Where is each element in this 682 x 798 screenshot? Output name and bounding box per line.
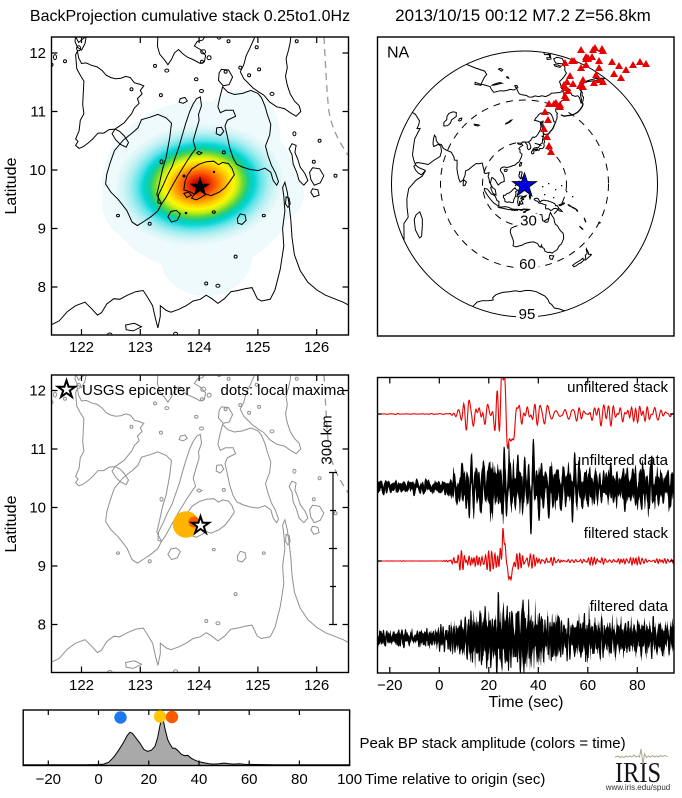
svg-text:122: 122 [69,677,94,694]
svg-text:8: 8 [38,279,46,296]
svg-text:9: 9 [38,221,46,238]
svg-text:300 km: 300 km [319,415,336,464]
svg-text:Time (sec): Time (sec) [489,694,564,711]
svg-text:Time relative to origin (sec): Time relative to origin (sec) [365,771,545,788]
svg-text:126: 126 [304,339,329,356]
svg-text:filtered stack: filtered stack [584,525,669,542]
svg-text:30: 30 [520,213,537,230]
svg-text:80: 80 [291,771,308,788]
svg-text:124: 124 [187,677,212,694]
svg-text:123: 123 [128,677,153,694]
svg-text:60: 60 [519,256,536,273]
svg-text:unfiltered stack: unfiltered stack [567,379,668,396]
svg-text:dots: local maxima: dots: local maxima [221,382,346,399]
svg-text:www.iris.edu/spud: www.iris.edu/spud [605,783,670,792]
svg-text:unfiltered data: unfiltered data [573,452,669,469]
svg-text:40: 40 [530,677,547,694]
svg-text:100: 100 [337,771,362,788]
svg-text:10: 10 [29,162,46,179]
svg-text:122: 122 [69,339,94,356]
svg-text:60: 60 [241,771,258,788]
svg-text:NA: NA [387,45,410,62]
svg-text:20: 20 [140,771,157,788]
svg-text:95: 95 [519,306,536,323]
svg-text:2013/10/15 00:12 M7.2 Z=56.8: 2013/10/15 00:12 M7.2 Z=56.8km [395,6,651,25]
svg-text:0: 0 [435,677,443,694]
svg-text:20: 20 [480,677,497,694]
svg-text:11: 11 [30,104,46,121]
svg-text:10: 10 [29,500,46,517]
svg-text:125: 125 [245,339,270,356]
svg-text:40: 40 [191,771,208,788]
svg-text:124: 124 [187,339,212,356]
svg-text:0: 0 [94,771,102,788]
svg-text:80: 80 [629,677,646,694]
svg-text:−20: −20 [377,677,402,694]
svg-text:−20: −20 [36,771,61,788]
svg-text:126: 126 [304,677,329,694]
svg-text:9: 9 [38,558,46,575]
svg-text:Peak BP stack amplitude (color: Peak BP stack amplitude (colors = time) [360,735,626,752]
svg-text:USGS epicenter: USGS epicenter [82,382,190,399]
svg-text:12: 12 [29,383,46,400]
svg-text:filtered data: filtered data [590,598,669,615]
svg-text:Latitude: Latitude [3,157,20,214]
svg-text:8: 8 [38,617,46,634]
svg-text:IRIS: IRIS [615,758,661,789]
svg-text:Latitude: Latitude [3,495,20,552]
svg-text:123: 123 [128,339,153,356]
svg-text:12: 12 [29,45,46,62]
svg-text:60: 60 [579,677,596,694]
svg-text:11: 11 [30,441,46,458]
svg-text:125: 125 [245,677,270,694]
svg-text:BackProjection cumulative stac: BackProjection cumulative stack 0.25to1.… [30,8,350,25]
